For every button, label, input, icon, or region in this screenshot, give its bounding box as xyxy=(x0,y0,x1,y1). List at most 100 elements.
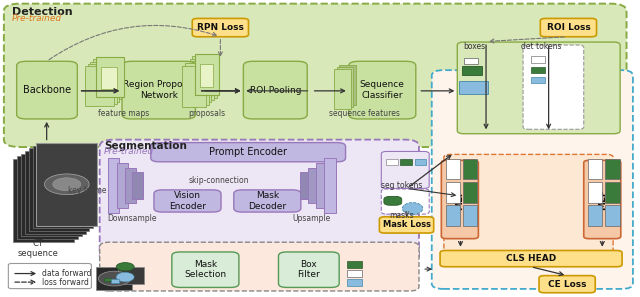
FancyBboxPatch shape xyxy=(95,57,124,97)
FancyBboxPatch shape xyxy=(108,158,120,213)
FancyBboxPatch shape xyxy=(278,252,339,287)
FancyBboxPatch shape xyxy=(4,4,627,147)
Text: Vision
Encoder: Vision Encoder xyxy=(169,191,206,211)
Text: ROI Pooling: ROI Pooling xyxy=(250,86,301,95)
FancyBboxPatch shape xyxy=(33,146,93,228)
FancyBboxPatch shape xyxy=(21,154,82,236)
FancyBboxPatch shape xyxy=(444,154,613,253)
Text: skip-connection: skip-connection xyxy=(189,176,250,185)
Text: seg tokens: seg tokens xyxy=(381,181,422,190)
FancyBboxPatch shape xyxy=(334,69,351,109)
FancyBboxPatch shape xyxy=(381,189,429,214)
FancyBboxPatch shape xyxy=(432,70,633,289)
FancyBboxPatch shape xyxy=(384,196,402,205)
Text: Upsample: Upsample xyxy=(292,214,331,223)
FancyBboxPatch shape xyxy=(36,143,97,226)
FancyBboxPatch shape xyxy=(584,160,621,239)
Text: Backbone: Backbone xyxy=(23,85,71,95)
Text: masks: masks xyxy=(389,211,414,220)
FancyBboxPatch shape xyxy=(531,56,545,63)
Text: Pre-trained: Pre-trained xyxy=(12,14,62,23)
FancyBboxPatch shape xyxy=(605,206,620,226)
FancyBboxPatch shape xyxy=(182,66,206,107)
FancyBboxPatch shape xyxy=(463,206,477,226)
FancyBboxPatch shape xyxy=(243,61,307,119)
FancyBboxPatch shape xyxy=(523,45,584,129)
FancyBboxPatch shape xyxy=(101,67,117,89)
FancyBboxPatch shape xyxy=(17,156,78,239)
FancyBboxPatch shape xyxy=(339,65,356,105)
FancyBboxPatch shape xyxy=(463,182,477,203)
FancyBboxPatch shape xyxy=(465,58,478,64)
Text: data forward: data forward xyxy=(42,269,92,278)
FancyBboxPatch shape xyxy=(154,190,221,212)
FancyBboxPatch shape xyxy=(189,59,214,100)
FancyBboxPatch shape xyxy=(117,163,129,208)
FancyBboxPatch shape xyxy=(300,172,311,199)
FancyBboxPatch shape xyxy=(442,160,478,239)
FancyBboxPatch shape xyxy=(195,54,219,95)
FancyBboxPatch shape xyxy=(111,279,119,283)
FancyBboxPatch shape xyxy=(539,276,595,293)
FancyBboxPatch shape xyxy=(192,18,248,37)
FancyBboxPatch shape xyxy=(200,64,213,87)
Text: Detection: Detection xyxy=(12,7,73,17)
Text: Prompt Encoder: Prompt Encoder xyxy=(209,147,287,157)
Text: MLP: MLP xyxy=(598,189,607,210)
FancyBboxPatch shape xyxy=(100,242,419,291)
FancyBboxPatch shape xyxy=(88,64,116,104)
Text: Mask Loss: Mask Loss xyxy=(383,220,431,229)
Circle shape xyxy=(99,271,131,286)
Circle shape xyxy=(52,178,81,191)
Text: sequence features: sequence features xyxy=(329,109,400,118)
Ellipse shape xyxy=(116,272,134,282)
Text: Region Proposal
Network: Region Proposal Network xyxy=(123,80,195,100)
Text: loss forward: loss forward xyxy=(42,278,89,287)
FancyBboxPatch shape xyxy=(184,63,209,105)
FancyBboxPatch shape xyxy=(531,67,545,73)
FancyBboxPatch shape xyxy=(401,159,412,165)
FancyBboxPatch shape xyxy=(348,270,362,277)
FancyBboxPatch shape xyxy=(122,61,195,119)
FancyBboxPatch shape xyxy=(192,56,216,98)
Text: feature maps: feature maps xyxy=(99,109,150,118)
Ellipse shape xyxy=(403,203,423,214)
FancyBboxPatch shape xyxy=(381,151,429,188)
FancyBboxPatch shape xyxy=(463,159,477,179)
FancyBboxPatch shape xyxy=(13,159,74,242)
Text: Pre-trained: Pre-trained xyxy=(104,147,154,156)
FancyBboxPatch shape xyxy=(446,206,460,226)
FancyBboxPatch shape xyxy=(234,190,301,212)
Text: CT
sequence: CT sequence xyxy=(17,239,58,258)
Text: MLP: MLP xyxy=(455,189,465,210)
FancyBboxPatch shape xyxy=(85,67,114,106)
FancyBboxPatch shape xyxy=(100,140,419,262)
FancyBboxPatch shape xyxy=(29,148,90,231)
Text: Box
Filter: Box Filter xyxy=(298,260,320,279)
Text: boxes: boxes xyxy=(463,42,486,51)
FancyBboxPatch shape xyxy=(8,263,92,289)
Text: CLS HEAD: CLS HEAD xyxy=(506,254,556,263)
FancyBboxPatch shape xyxy=(25,151,86,234)
FancyBboxPatch shape xyxy=(104,278,111,281)
FancyBboxPatch shape xyxy=(308,168,319,203)
FancyBboxPatch shape xyxy=(90,62,119,102)
FancyBboxPatch shape xyxy=(387,159,398,165)
FancyBboxPatch shape xyxy=(531,77,545,83)
Text: Mask
Selection: Mask Selection xyxy=(184,260,227,279)
Text: proposals: proposals xyxy=(188,109,225,118)
Text: ROI Loss: ROI Loss xyxy=(547,23,590,32)
FancyBboxPatch shape xyxy=(440,250,622,267)
FancyBboxPatch shape xyxy=(588,206,602,226)
Text: det tokens: det tokens xyxy=(522,42,562,51)
FancyBboxPatch shape xyxy=(605,182,620,203)
FancyBboxPatch shape xyxy=(93,59,122,99)
Text: Sequence
Classifier: Sequence Classifier xyxy=(360,80,404,100)
Text: Segmentation: Segmentation xyxy=(104,141,187,151)
FancyBboxPatch shape xyxy=(17,61,77,119)
Text: key frame: key frame xyxy=(68,186,107,195)
FancyBboxPatch shape xyxy=(588,182,602,203)
FancyBboxPatch shape xyxy=(446,159,460,179)
Text: CE Loss: CE Loss xyxy=(548,280,586,289)
FancyBboxPatch shape xyxy=(349,61,416,119)
